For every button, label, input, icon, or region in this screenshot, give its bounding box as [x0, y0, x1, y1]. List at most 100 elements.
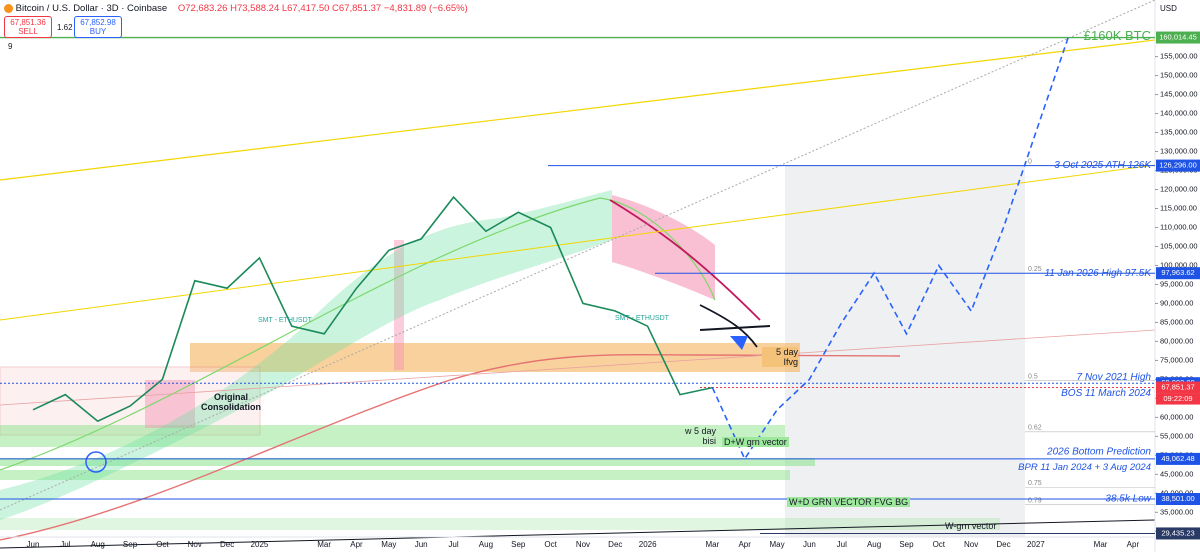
sell-button[interactable]: 67,851.36 SELL — [4, 16, 52, 38]
annotation: D+W grn vector — [722, 437, 789, 447]
y-tick-label: 105,000.00 — [1160, 241, 1198, 250]
x-tick-label: Jul — [837, 540, 847, 549]
price-label-box — [1156, 267, 1200, 280]
ma-cloud — [612, 195, 715, 300]
ohlc: O72,683.26 H73,588.24 L67,417.50 C67,851… — [177, 3, 468, 14]
y-tick-label: 115,000.00 — [1160, 203, 1197, 212]
fib-label: 0.79 — [1028, 498, 1042, 505]
y-tick-label: 120,000.00 — [1160, 184, 1198, 193]
x-tick-label: Oct — [933, 540, 946, 549]
trend-line — [0, 0, 1156, 511]
symbol[interactable]: Bitcoin / U.S. Dollar · 3D · Coinbase — [15, 3, 168, 14]
price-label: 126,296.00 — [1159, 161, 1197, 170]
y-tick-label: 60,000.00 — [1160, 412, 1193, 421]
x-tick-label: 2025 — [251, 540, 269, 549]
y-tick-label: 80,000.00 — [1160, 336, 1193, 345]
x-tick-label: Sep — [511, 540, 526, 549]
y-tick-label: 35,000.00 — [1160, 507, 1193, 516]
x-tick-label: Aug — [479, 540, 493, 549]
x-tick-label: Apr — [738, 540, 751, 549]
x-tick-label: May — [769, 540, 784, 549]
y-tick-label: 95,000.00 — [1160, 279, 1193, 288]
x-tick-label: Sep — [123, 540, 138, 549]
x-tick-label: Nov — [576, 540, 590, 549]
green-zone — [0, 458, 815, 466]
x-tick-label: Oct — [544, 540, 557, 549]
buy-price: 67,852.98 — [80, 18, 116, 27]
fib-label: 0.75 — [1028, 480, 1042, 487]
fib-label: 0 — [1028, 158, 1032, 165]
annotation: 5 day Ifvg — [762, 347, 798, 367]
x-tick-label: 2027 — [1027, 540, 1045, 549]
trend-line — [0, 39, 1156, 181]
x-tick-label: Aug — [867, 540, 881, 549]
buy-label: BUY — [89, 27, 107, 36]
price-line — [711, 37, 1069, 461]
x-tick-label: Mar — [1094, 540, 1108, 549]
price-label: 49,062.48 — [1161, 454, 1194, 463]
currency[interactable]: USD — [1160, 4, 1177, 13]
x-tick-label: Mar — [705, 540, 719, 549]
x-tick-label: Sep — [899, 540, 914, 549]
level-note: 3 Oct 2025 ATH 126K — [1054, 160, 1152, 171]
x-tick-label: Dec — [220, 540, 234, 549]
level-note: 2026 Bottom Prediction — [1046, 447, 1151, 458]
indicator-count[interactable]: 9 — [8, 42, 13, 51]
price-label-box — [1156, 381, 1200, 394]
pink-zone — [394, 240, 404, 370]
green-zone — [0, 470, 790, 480]
fib-label: 0.62 — [1028, 425, 1042, 432]
x-tick-label: 2026 — [639, 540, 657, 549]
price-label: 38,501.00 — [1161, 494, 1194, 503]
y-tick-label: 40,000.00 — [1160, 488, 1193, 497]
annotation: W+D GRN VECTOR FVG BG — [787, 497, 911, 507]
arrow — [730, 336, 748, 350]
buy-button[interactable]: 67,852.98 BUY — [74, 16, 122, 38]
y-tick-label: 135,000.00 — [1160, 128, 1198, 137]
price-label-box — [1156, 527, 1200, 540]
y-tick-label: 150,000.00 — [1160, 71, 1198, 80]
price-label-box — [1156, 31, 1200, 44]
moving-average — [0, 353, 901, 541]
green-zone — [0, 518, 1000, 530]
x-tick-label: Jun — [803, 540, 816, 549]
fvg-zone — [190, 343, 800, 372]
annotation: BPR 11 Jan 2024 + 3 Aug 2024 — [1018, 462, 1151, 473]
x-tick-label: May — [381, 540, 396, 549]
price-label-box — [1156, 493, 1200, 506]
annotation: W-grn vector — [945, 521, 997, 531]
annotation: SMT - ETHUSDT — [615, 315, 669, 322]
consolidation-box — [0, 366, 261, 436]
level-note: 38.5k Low — [1105, 494, 1151, 505]
x-tick-label: Jun — [415, 540, 428, 549]
x-tick-label: Nov — [188, 540, 202, 549]
trend-line — [699, 325, 771, 331]
price-line — [32, 195, 713, 423]
fib-zone — [785, 165, 1025, 537]
x-tick-label: Oct — [156, 540, 169, 549]
x-tick-label: Apr — [1127, 540, 1140, 549]
fib-label: 0.25 — [1028, 266, 1042, 273]
annotation: Original Consolidation — [201, 392, 261, 412]
sell-label: SELL — [18, 27, 38, 36]
price-label: 97,963.62 — [1161, 268, 1194, 277]
countdown: 09:22:09 — [1163, 394, 1192, 403]
y-tick-label: 100,000.00 — [1160, 260, 1198, 269]
y-tick-label: 155,000.00 — [1160, 52, 1198, 61]
annotation: w 5 day bisi — [684, 426, 716, 446]
x-tick-label: Apr — [350, 540, 363, 549]
countdown-box — [1156, 393, 1200, 405]
x-tick-label: Dec — [608, 540, 622, 549]
trend-line — [699, 304, 758, 348]
y-tick-label: 90,000.00 — [1160, 298, 1193, 307]
annotation: SMT - ETHUSDT — [258, 317, 312, 324]
fib-label: 0.5 — [1028, 373, 1038, 380]
x-tick-label: Jul — [60, 540, 70, 549]
y-tick-label: 130,000.00 — [1160, 147, 1198, 156]
y-tick-label: 145,000.00 — [1160, 90, 1198, 99]
price-label: 67,851.37 — [1161, 383, 1194, 392]
price-label: 29,435.23 — [1161, 528, 1194, 537]
x-tick-label: Dec — [996, 540, 1010, 549]
